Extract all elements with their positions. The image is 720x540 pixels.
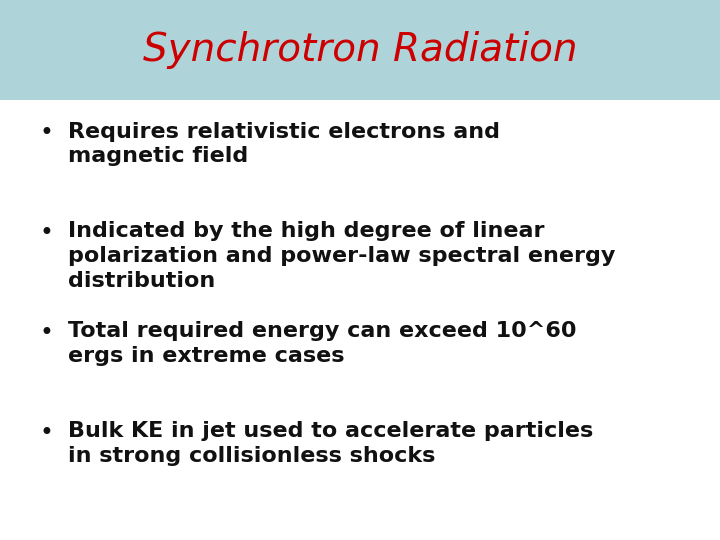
Text: Total required energy can exceed 10^60
ergs in extreme cases: Total required energy can exceed 10^60 e…: [68, 321, 577, 366]
Bar: [0, 0, 720, 100]
Text: Requires relativistic electrons and
magnetic field: Requires relativistic electrons and magn…: [68, 122, 500, 166]
Text: •: •: [40, 321, 53, 345]
Text: •: •: [40, 421, 53, 445]
Text: Synchrotron Radiation: Synchrotron Radiation: [143, 31, 577, 69]
Text: Indicated by the high degree of linear
polarization and power-law spectral energ: Indicated by the high degree of linear p…: [68, 221, 616, 291]
Text: •: •: [40, 122, 53, 145]
Text: •: •: [40, 221, 53, 245]
Text: Bulk KE in jet used to accelerate particles
in strong collisionless shocks: Bulk KE in jet used to accelerate partic…: [68, 421, 594, 466]
